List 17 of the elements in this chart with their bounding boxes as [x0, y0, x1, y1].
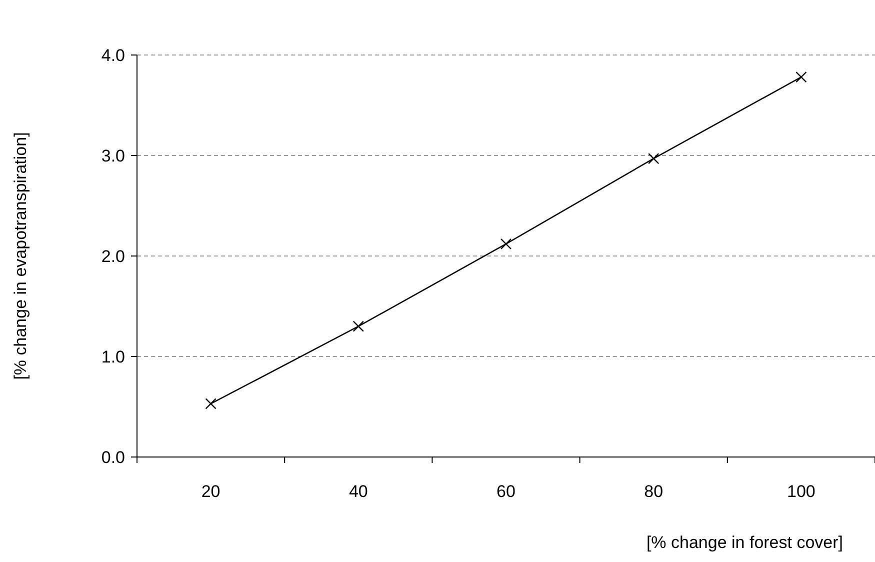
x-tick-label: 80	[644, 482, 664, 501]
point	[648, 152, 660, 164]
point	[205, 398, 216, 410]
x-axis-title: [% change in forest cover]	[646, 533, 843, 552]
x-tick-label: 40	[348, 482, 368, 501]
x-tick-label: 100	[787, 482, 816, 501]
x-tick-label: 60	[496, 482, 516, 501]
y-tick-label: 2.0	[101, 246, 125, 266]
y-tick-label: 4.0	[101, 46, 125, 65]
y-axis-title: [% change in evapotranspiration]	[11, 132, 30, 380]
point	[796, 72, 807, 83]
point	[352, 320, 364, 332]
y-tick-label: 1.0	[101, 347, 125, 366]
x-tick-label: 20	[201, 482, 220, 501]
y-tick-label: 0.0	[101, 448, 125, 467]
point	[500, 238, 512, 250]
y-tick-label: 3.0	[101, 146, 125, 166]
